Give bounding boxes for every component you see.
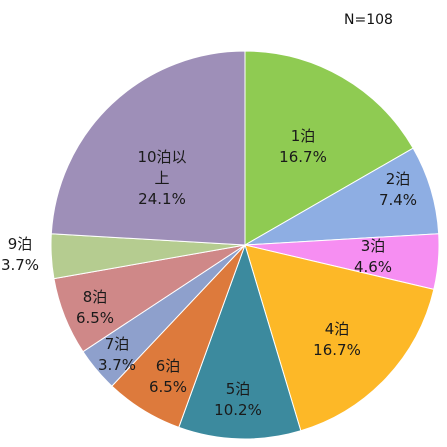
slice-percent-label-10: 24.1% — [138, 190, 186, 208]
pie-slice-1 — [244, 50, 414, 246]
slice-percent-label-4: 16.7% — [313, 341, 361, 359]
pie-slice-5 — [178, 243, 302, 440]
slice-percent-label-3: 4.6% — [354, 258, 392, 276]
slice-name-label-7: 7泊 — [105, 335, 130, 353]
pie-slice-4 — [244, 244, 435, 432]
slice-percent-label-6: 6.5% — [149, 378, 187, 396]
pie-slices — [50, 50, 440, 440]
slice-percent-label-8: 6.5% — [76, 309, 114, 327]
slice-name-label-5: 5泊 — [226, 380, 251, 398]
slice-name-label-4: 4泊 — [325, 320, 350, 338]
sample-size-note: N=108 — [344, 12, 393, 28]
slice-percent-label-7: 3.7% — [98, 356, 136, 374]
slice-name-label-3: 3泊 — [361, 237, 386, 255]
slice-percent-label-5: 10.2% — [214, 401, 262, 419]
slice-percent-label-1: 16.7% — [279, 148, 327, 166]
slice-name-label-8: 8泊 — [83, 288, 108, 306]
slice-percent-label-2: 7.4% — [379, 191, 417, 209]
slice-name-label-1: 1泊 — [291, 127, 316, 145]
pie-slice-10 — [50, 50, 246, 246]
slice-name-label-10: 10泊以 — [137, 148, 186, 166]
slice-name-label-6: 6泊 — [156, 357, 181, 375]
slice-labels: 1泊 16.7% 2泊 7.4% 3泊 4.6% 4泊 16.7% 5泊 10.2% 6泊 6.5% 7… — [1, 127, 417, 419]
slice-name-label-9: 9泊 — [8, 235, 33, 253]
slice-percent-label-9: 3.7% — [1, 256, 39, 274]
slice-name-label-2: 2泊 — [386, 170, 411, 188]
slice-name-label-10: 上 — [154, 169, 169, 187]
